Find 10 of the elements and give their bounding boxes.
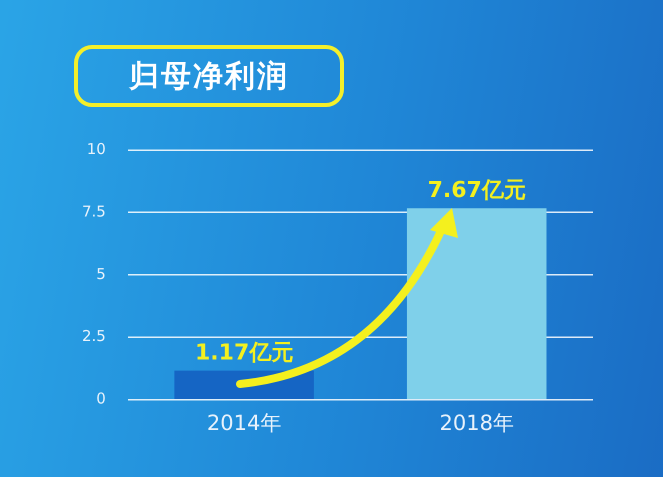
- data-label: 7.67亿元: [428, 178, 526, 203]
- x-tick-label: 2018年: [439, 410, 514, 435]
- y-tick-label: 2.5: [82, 327, 106, 346]
- x-tick-label: 2014年: [206, 410, 282, 435]
- data-label: 1.17亿元: [195, 340, 294, 366]
- y-tick-label: 10: [86, 140, 106, 158]
- y-tick-label: 7.5: [82, 202, 106, 220]
- chart-title: 归母净利润: [74, 45, 344, 107]
- y-tick-label: 5: [96, 264, 106, 283]
- y-tick-label: 0: [96, 390, 106, 408]
